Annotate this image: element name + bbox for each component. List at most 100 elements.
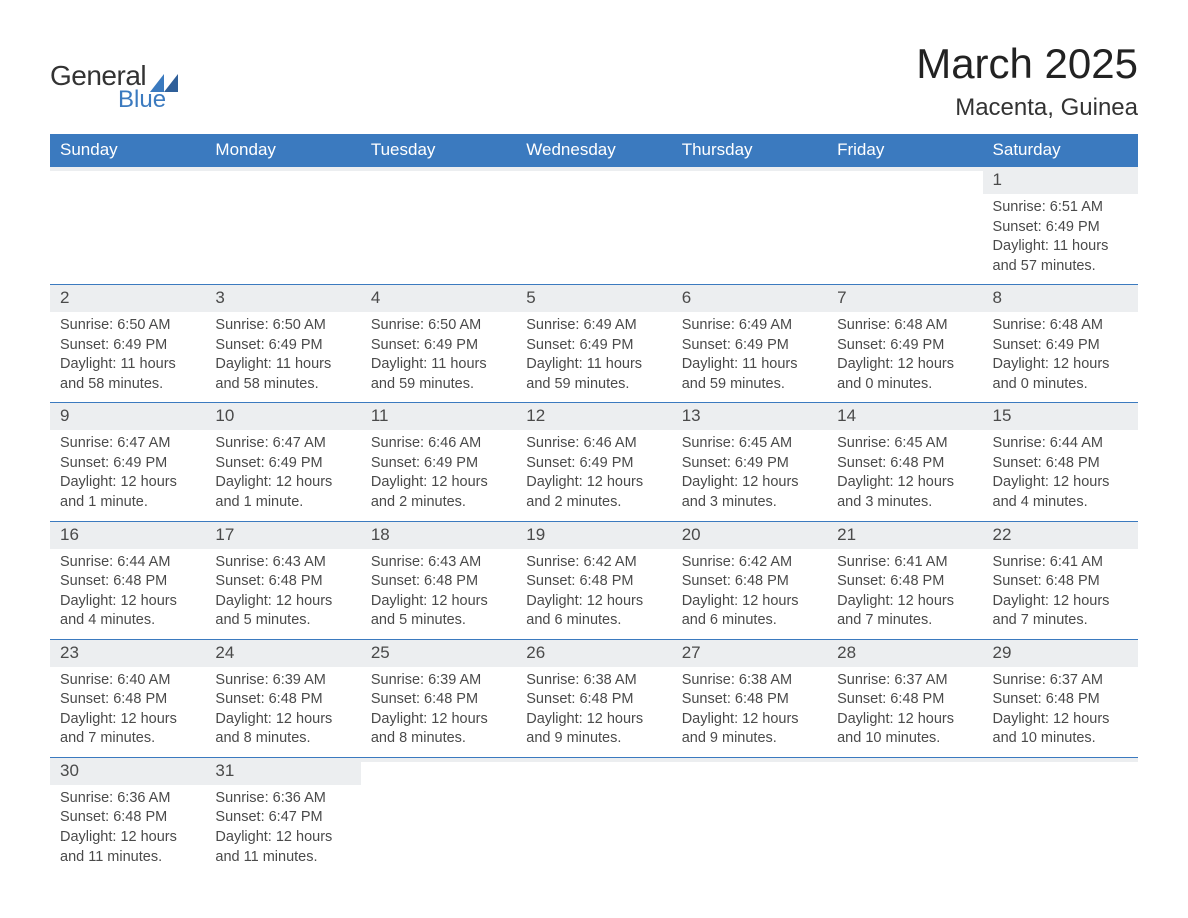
day-cell: Sunrise: 6:36 AMSunset: 6:47 PMDaylight:… bbox=[205, 785, 360, 875]
day-cell: 15 bbox=[983, 403, 1138, 430]
sunrise-text: Sunrise: 6:47 AM bbox=[215, 434, 350, 454]
day-number: 28 bbox=[827, 640, 982, 667]
day-cell: 20 bbox=[672, 521, 827, 548]
day-cell bbox=[50, 167, 205, 194]
daylight-text: Daylight: 12 hours and 11 minutes. bbox=[60, 828, 195, 867]
day-cell: Sunrise: 6:38 AMSunset: 6:48 PMDaylight:… bbox=[516, 667, 671, 758]
sunrise-text: Sunrise: 6:42 AM bbox=[526, 553, 661, 573]
day-cell: Sunrise: 6:44 AMSunset: 6:48 PMDaylight:… bbox=[50, 549, 205, 640]
sunrise-text: Sunrise: 6:36 AM bbox=[60, 789, 195, 809]
day-number: 13 bbox=[672, 403, 827, 430]
day-number: 11 bbox=[361, 403, 516, 430]
day-body: Sunrise: 6:46 AMSunset: 6:49 PMDaylight:… bbox=[361, 430, 516, 520]
sunset-text: Sunset: 6:49 PM bbox=[60, 336, 195, 356]
day-number bbox=[672, 167, 827, 171]
day-cell: 1 bbox=[983, 167, 1138, 194]
day-body bbox=[361, 785, 516, 855]
daylight-text: Daylight: 11 hours and 59 minutes. bbox=[682, 355, 817, 394]
sunrise-text: Sunrise: 6:50 AM bbox=[215, 316, 350, 336]
day-cell: 9 bbox=[50, 403, 205, 430]
daylight-text: Daylight: 12 hours and 4 minutes. bbox=[60, 592, 195, 631]
header-block: General Blue March 2025 Macenta, Guinea bbox=[50, 40, 1138, 122]
day-body: Sunrise: 6:44 AMSunset: 6:48 PMDaylight:… bbox=[983, 430, 1138, 520]
day-body: Sunrise: 6:51 AMSunset: 6:49 PMDaylight:… bbox=[983, 194, 1138, 284]
day-cell: 4 bbox=[361, 285, 516, 312]
daylight-text: Daylight: 12 hours and 10 minutes. bbox=[993, 710, 1128, 749]
day-number: 5 bbox=[516, 285, 671, 312]
day-number: 21 bbox=[827, 522, 982, 549]
week-daynum-row: 16171819202122 bbox=[50, 521, 1138, 548]
daylight-text: Daylight: 12 hours and 8 minutes. bbox=[215, 710, 350, 749]
sunset-text: Sunset: 6:49 PM bbox=[682, 454, 817, 474]
day-number: 23 bbox=[50, 640, 205, 667]
weekday-header: Friday bbox=[827, 134, 982, 167]
sunset-text: Sunset: 6:49 PM bbox=[215, 454, 350, 474]
sunset-text: Sunset: 6:48 PM bbox=[371, 690, 506, 710]
day-body bbox=[50, 194, 205, 264]
day-cell bbox=[516, 757, 671, 784]
daylight-text: Daylight: 12 hours and 5 minutes. bbox=[215, 592, 350, 631]
sunrise-text: Sunrise: 6:37 AM bbox=[993, 671, 1128, 691]
day-body: Sunrise: 6:42 AMSunset: 6:48 PMDaylight:… bbox=[516, 549, 671, 639]
daylight-text: Daylight: 12 hours and 4 minutes. bbox=[993, 473, 1128, 512]
day-body: Sunrise: 6:40 AMSunset: 6:48 PMDaylight:… bbox=[50, 667, 205, 757]
sunset-text: Sunset: 6:49 PM bbox=[526, 454, 661, 474]
day-body: Sunrise: 6:50 AMSunset: 6:49 PMDaylight:… bbox=[361, 312, 516, 402]
weekday-header-row: Sunday Monday Tuesday Wednesday Thursday… bbox=[50, 134, 1138, 167]
day-body: Sunrise: 6:37 AMSunset: 6:48 PMDaylight:… bbox=[983, 667, 1138, 757]
day-cell: Sunrise: 6:41 AMSunset: 6:48 PMDaylight:… bbox=[827, 549, 982, 640]
day-body: Sunrise: 6:39 AMSunset: 6:48 PMDaylight:… bbox=[205, 667, 360, 757]
day-cell: Sunrise: 6:47 AMSunset: 6:49 PMDaylight:… bbox=[205, 430, 360, 521]
day-cell: Sunrise: 6:42 AMSunset: 6:48 PMDaylight:… bbox=[516, 549, 671, 640]
sunrise-text: Sunrise: 6:49 AM bbox=[526, 316, 661, 336]
day-number: 15 bbox=[983, 403, 1138, 430]
sunset-text: Sunset: 6:48 PM bbox=[60, 572, 195, 592]
sunset-text: Sunset: 6:48 PM bbox=[526, 572, 661, 592]
day-cell bbox=[361, 757, 516, 784]
day-number: 31 bbox=[205, 758, 360, 785]
day-cell bbox=[827, 785, 982, 875]
day-body: Sunrise: 6:38 AMSunset: 6:48 PMDaylight:… bbox=[672, 667, 827, 757]
day-cell: 30 bbox=[50, 757, 205, 784]
daylight-text: Daylight: 12 hours and 1 minute. bbox=[60, 473, 195, 512]
day-cell: Sunrise: 6:44 AMSunset: 6:48 PMDaylight:… bbox=[983, 430, 1138, 521]
sunset-text: Sunset: 6:48 PM bbox=[60, 690, 195, 710]
day-cell: 6 bbox=[672, 285, 827, 312]
daylight-text: Daylight: 12 hours and 5 minutes. bbox=[371, 592, 506, 631]
day-cell: 28 bbox=[827, 639, 982, 666]
sunset-text: Sunset: 6:49 PM bbox=[215, 336, 350, 356]
day-cell: Sunrise: 6:48 AMSunset: 6:49 PMDaylight:… bbox=[827, 312, 982, 403]
day-cell bbox=[361, 194, 516, 285]
sunrise-text: Sunrise: 6:45 AM bbox=[682, 434, 817, 454]
daylight-text: Daylight: 11 hours and 57 minutes. bbox=[993, 237, 1128, 276]
day-body: Sunrise: 6:41 AMSunset: 6:48 PMDaylight:… bbox=[983, 549, 1138, 639]
week-body-row: Sunrise: 6:47 AMSunset: 6:49 PMDaylight:… bbox=[50, 430, 1138, 521]
day-number: 27 bbox=[672, 640, 827, 667]
sunset-text: Sunset: 6:48 PM bbox=[993, 454, 1128, 474]
day-body: Sunrise: 6:37 AMSunset: 6:48 PMDaylight:… bbox=[827, 667, 982, 757]
day-cell: 12 bbox=[516, 403, 671, 430]
daylight-text: Daylight: 12 hours and 7 minutes. bbox=[837, 592, 972, 631]
sunset-text: Sunset: 6:48 PM bbox=[60, 808, 195, 828]
day-cell: Sunrise: 6:37 AMSunset: 6:48 PMDaylight:… bbox=[827, 667, 982, 758]
day-body: Sunrise: 6:49 AMSunset: 6:49 PMDaylight:… bbox=[672, 312, 827, 402]
day-number: 14 bbox=[827, 403, 982, 430]
day-number: 20 bbox=[672, 522, 827, 549]
daylight-text: Daylight: 12 hours and 3 minutes. bbox=[837, 473, 972, 512]
day-cell bbox=[983, 757, 1138, 784]
daylight-text: Daylight: 11 hours and 59 minutes. bbox=[371, 355, 506, 394]
sunset-text: Sunset: 6:48 PM bbox=[371, 572, 506, 592]
day-cell: Sunrise: 6:41 AMSunset: 6:48 PMDaylight:… bbox=[983, 549, 1138, 640]
sunrise-text: Sunrise: 6:39 AM bbox=[371, 671, 506, 691]
day-body: Sunrise: 6:38 AMSunset: 6:48 PMDaylight:… bbox=[516, 667, 671, 757]
day-body bbox=[205, 194, 360, 264]
week-daynum-row: 23242526272829 bbox=[50, 639, 1138, 666]
sunrise-text: Sunrise: 6:46 AM bbox=[526, 434, 661, 454]
day-body: Sunrise: 6:41 AMSunset: 6:48 PMDaylight:… bbox=[827, 549, 982, 639]
sunset-text: Sunset: 6:49 PM bbox=[60, 454, 195, 474]
week-body-row: Sunrise: 6:50 AMSunset: 6:49 PMDaylight:… bbox=[50, 312, 1138, 403]
day-body: Sunrise: 6:43 AMSunset: 6:48 PMDaylight:… bbox=[361, 549, 516, 639]
sunrise-text: Sunrise: 6:45 AM bbox=[837, 434, 972, 454]
day-body: Sunrise: 6:46 AMSunset: 6:49 PMDaylight:… bbox=[516, 430, 671, 520]
day-cell: 29 bbox=[983, 639, 1138, 666]
